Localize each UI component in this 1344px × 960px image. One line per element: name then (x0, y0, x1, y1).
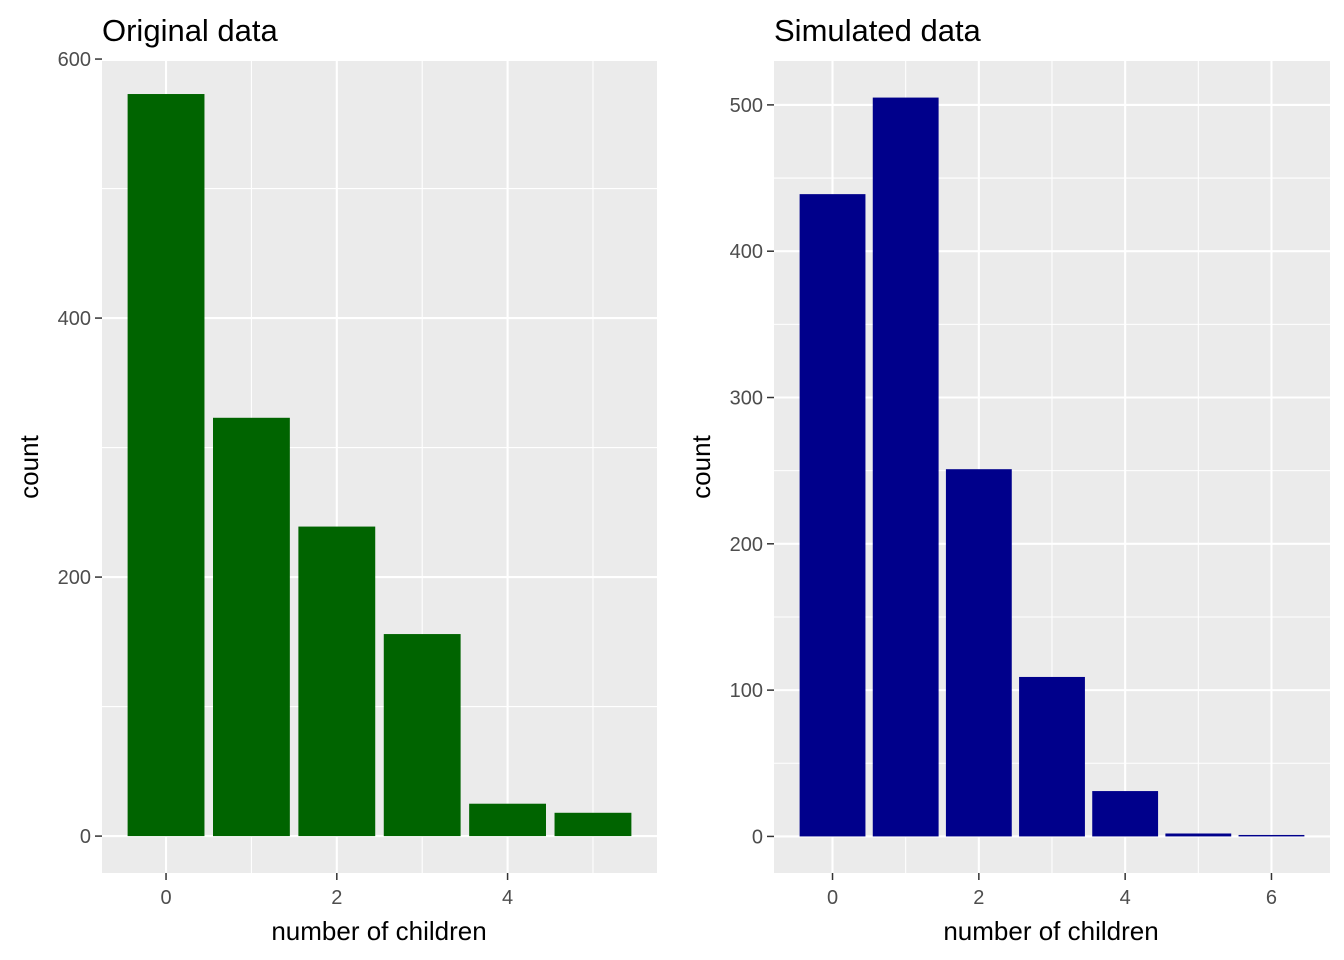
bar-5 (1165, 833, 1232, 837)
chart-title: Original data (102, 13, 279, 48)
bar-6 (1238, 834, 1305, 837)
bar-4 (1092, 791, 1159, 837)
chart-simulated: 0 100 200 300 400 500 0 2 4 6 Simulated data number… (686, 13, 1330, 946)
bar-3 (383, 634, 461, 837)
bar-0 (127, 94, 205, 837)
bar-5 (554, 812, 632, 837)
y-tick-label: 300 (730, 388, 763, 410)
y-axis-label: count (14, 434, 44, 498)
y-tick-label: 100 (730, 680, 763, 702)
x-axis-label: number of children (271, 916, 486, 946)
x-tick-label: 6 (1266, 887, 1277, 909)
bar-1 (872, 97, 939, 837)
y-tick-label: 500 (730, 95, 763, 117)
x-axis-label: number of children (943, 916, 1158, 946)
bar-0 (799, 194, 866, 837)
x-tick-label: 2 (331, 887, 342, 909)
bar-3 (1019, 676, 1085, 837)
x-tick-label: 0 (827, 887, 838, 909)
y-tick-label: 200 (58, 567, 91, 589)
y-tick-label: 200 (730, 534, 763, 556)
y-tick-label: 600 (58, 49, 91, 71)
y-tick-label: 400 (58, 308, 91, 330)
x-tick-label: 0 (160, 887, 171, 909)
x-tick-label: 2 (973, 887, 984, 909)
x-tick-label: 4 (502, 887, 513, 909)
y-tick-label: 400 (730, 241, 763, 263)
y-tick-label: 0 (752, 826, 763, 848)
x-tick-label: 4 (1120, 887, 1131, 909)
bar-1 (213, 417, 290, 837)
bar-2 (298, 526, 376, 837)
bar-4 (469, 803, 546, 837)
y-tick-label: 0 (80, 826, 91, 848)
chart-original: 0 200 400 600 0 2 4 Original data number of chil… (14, 13, 657, 946)
bar-2 (945, 469, 1012, 837)
chart-title: Simulated data (774, 13, 982, 48)
y-axis-label: count (686, 434, 716, 498)
